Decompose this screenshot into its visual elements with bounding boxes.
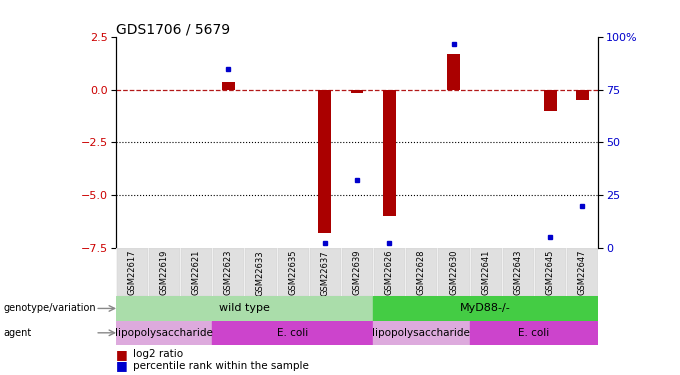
Text: percentile rank within the sample: percentile rank within the sample — [133, 361, 309, 371]
Bar — [116, 321, 212, 345]
Bar — [116, 296, 373, 321]
Text: lipopolysaccharide: lipopolysaccharide — [115, 328, 213, 338]
Bar — [447, 54, 460, 90]
Text: GSM22626: GSM22626 — [385, 250, 394, 296]
Text: GSM22623: GSM22623 — [224, 250, 233, 296]
Bar — [222, 82, 235, 90]
Bar — [437, 248, 470, 296]
Bar — [373, 296, 598, 321]
Bar — [309, 248, 341, 296]
Bar — [244, 248, 277, 296]
Bar — [470, 248, 502, 296]
Bar — [373, 248, 405, 296]
Text: genotype/variation: genotype/variation — [3, 303, 96, 313]
Text: GSM22643: GSM22643 — [513, 250, 522, 296]
Bar — [341, 248, 373, 296]
Text: GSM22619: GSM22619 — [159, 250, 169, 296]
Text: ■: ■ — [116, 348, 127, 361]
Text: GSM22628: GSM22628 — [417, 250, 426, 296]
Bar — [405, 248, 437, 296]
Bar — [470, 321, 598, 345]
Text: GSM22641: GSM22641 — [481, 250, 490, 296]
Text: MyD88-/-: MyD88-/- — [460, 303, 511, 313]
Bar — [148, 248, 180, 296]
Bar — [277, 248, 309, 296]
Bar — [576, 90, 589, 101]
Text: E. coli: E. coli — [277, 328, 308, 338]
Bar — [373, 321, 470, 345]
Bar — [116, 248, 148, 296]
Text: GSM22637: GSM22637 — [320, 250, 329, 296]
Text: GSM22647: GSM22647 — [578, 250, 587, 296]
Bar — [383, 90, 396, 216]
Bar — [318, 90, 331, 233]
Text: GSM22645: GSM22645 — [545, 250, 555, 296]
Text: agent: agent — [3, 328, 32, 338]
Bar — [180, 248, 212, 296]
Text: GSM22617: GSM22617 — [127, 250, 136, 296]
Text: log2 ratio: log2 ratio — [133, 349, 183, 359]
Bar — [212, 321, 373, 345]
Bar — [351, 90, 363, 93]
Text: GSM22621: GSM22621 — [192, 250, 201, 296]
Text: E. coli: E. coli — [518, 328, 549, 338]
Text: lipopolysaccharide: lipopolysaccharide — [373, 328, 471, 338]
Bar — [502, 248, 534, 296]
Text: GSM22633: GSM22633 — [256, 250, 265, 296]
Bar — [544, 90, 556, 111]
Bar — [534, 248, 566, 296]
Text: GSM22635: GSM22635 — [288, 250, 297, 296]
Text: GDS1706 / 5679: GDS1706 / 5679 — [116, 22, 230, 36]
Text: GSM22639: GSM22639 — [352, 250, 362, 296]
Text: ■: ■ — [116, 360, 127, 372]
Bar — [566, 248, 598, 296]
Bar — [212, 248, 244, 296]
Text: GSM22630: GSM22630 — [449, 250, 458, 296]
Text: wild type: wild type — [219, 303, 270, 313]
